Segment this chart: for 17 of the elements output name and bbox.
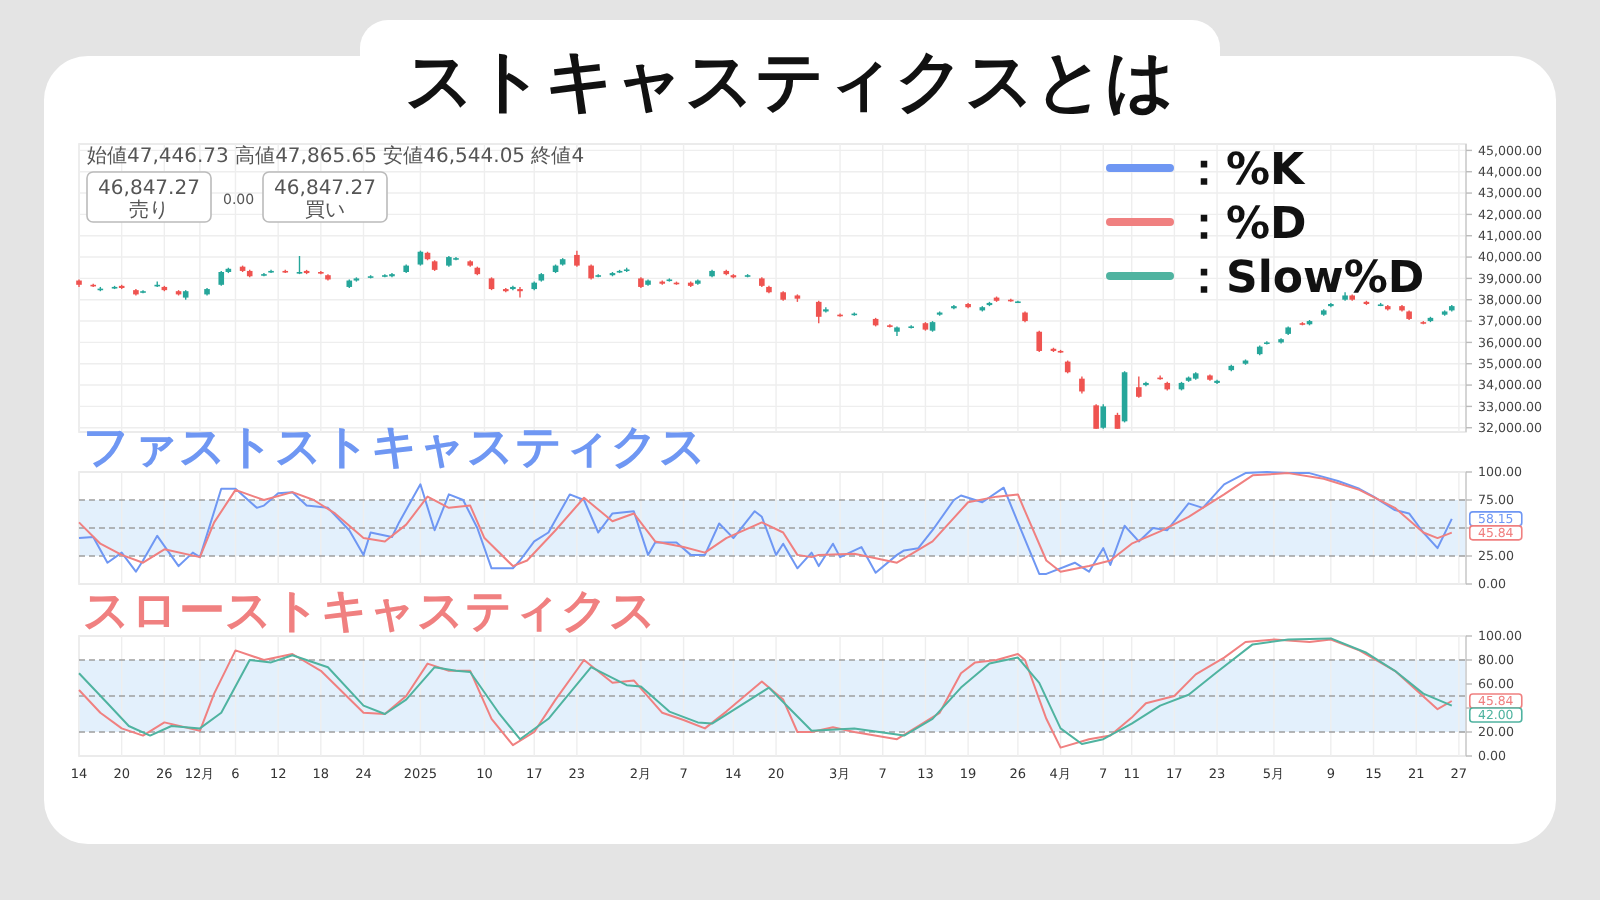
candlestick [1264,340,1270,346]
legend-label: ：%K [1182,146,1307,196]
legend-label: ：Slow%D [1182,254,1425,304]
chart-title: ファストストキャスティクス [83,422,707,474]
annotation: 46,847.27 売り [98,178,200,222]
annotation: 46,847.27 買い [274,178,376,222]
chart-title: スローストキャスティクス [83,586,657,638]
candlestick [517,286,523,299]
candlestick [1136,375,1142,399]
candlestick [1036,329,1043,353]
candlestick [1093,405,1099,429]
chart-title: ストキャスティクスとは [405,42,1175,122]
annotation: 始値47,446.73 高値47,865.65 安値46,544.05 終値4 [87,144,585,168]
candlestick [823,306,829,314]
candlestick [1100,406,1107,428]
candlestick [815,300,822,324]
legend-label: ：%D [1182,200,1307,250]
